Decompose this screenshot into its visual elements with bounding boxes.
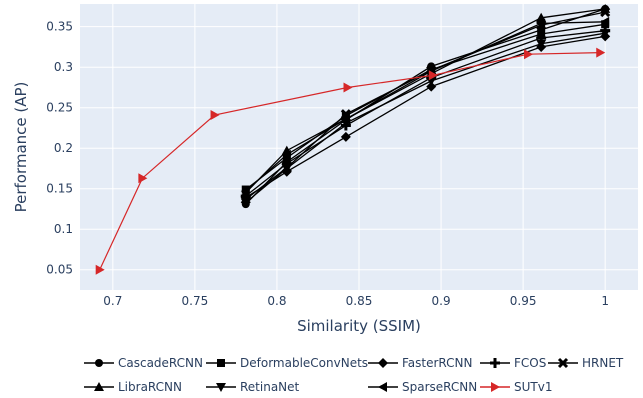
- y-tick-label: 0.3: [54, 60, 73, 74]
- series-line: [245, 8, 606, 194]
- legend-item-FCOS: FCOS: [480, 356, 546, 370]
- y-axis-title: Performance (AP): [12, 82, 30, 213]
- data-point: [240, 186, 250, 197]
- legend-label: SparseRCNN: [402, 380, 477, 394]
- legend-label: SUTv1: [514, 380, 552, 394]
- grid-lines: [80, 4, 638, 290]
- data-point: [428, 70, 438, 81]
- data-point: [240, 198, 251, 208]
- data-point: [596, 47, 606, 58]
- data-point: [426, 81, 437, 92]
- y-tick-label: 0.15: [46, 182, 73, 196]
- x-tick-label: 1: [601, 294, 609, 308]
- y-tick-label: 0.35: [46, 20, 73, 34]
- legend-label: DeformableConvNets: [240, 356, 368, 370]
- legend-marker: [378, 358, 388, 368]
- legend-marker: [217, 359, 225, 367]
- legend-marker: [557, 357, 569, 369]
- data-point: [600, 29, 611, 39]
- series-line: [245, 21, 606, 192]
- data-point: [281, 158, 292, 169]
- data-point: [95, 264, 105, 275]
- y-tick-label: 0.2: [54, 141, 73, 155]
- legend-marker: [94, 382, 104, 391]
- legend-marker: [378, 382, 387, 392]
- legend-label: FCOS: [514, 356, 546, 370]
- data-point: [343, 82, 353, 93]
- data-point: [524, 49, 534, 60]
- legend-item-CascadeRCNN: CascadeRCNN: [84, 356, 203, 370]
- x-axis-ticks: 0.7 0.75 0.8 0.85 0.9 0.95 1: [103, 294, 609, 308]
- legend-item-RetinaNet: RetinaNet: [206, 380, 300, 394]
- data-point: [536, 39, 547, 49]
- data-point: [536, 33, 547, 44]
- series-line: [245, 32, 606, 204]
- legend-item-SUTv1: SUTv1: [480, 380, 552, 394]
- series-line: [245, 35, 606, 199]
- legend-label: RetinaNet: [240, 380, 300, 394]
- legend-item-LibraRCNN: LibraRCNN: [84, 380, 182, 394]
- legend-marker: [216, 383, 226, 392]
- legend-label: FasterRCNN: [402, 356, 473, 370]
- legend: CascadeRCNN DeformableConvNets FasterRCNN F…: [84, 356, 624, 394]
- data-point: [281, 149, 291, 160]
- legend-marker: [95, 359, 103, 367]
- legend-label: LibraRCNN: [118, 380, 182, 394]
- legend-marker: [490, 358, 500, 368]
- data-point: [210, 109, 220, 120]
- legend-item-SparseRCNN: SparseRCNN: [368, 380, 477, 394]
- legend-item-FasterRCNN: FasterRCNN: [368, 356, 473, 370]
- data-point: [340, 131, 351, 142]
- legend-item-DeformableConvNets: DeformableConvNets: [206, 356, 368, 370]
- x-tick-label: 0.95: [510, 294, 537, 308]
- data-point: [281, 164, 292, 174]
- x-stroke: [557, 357, 569, 369]
- data-point: [426, 76, 437, 86]
- data-point: [282, 153, 291, 162]
- x-tick-label: 0.7: [103, 294, 122, 308]
- x-tick-label: 0.85: [346, 294, 373, 308]
- legend-label: HRNET: [582, 356, 624, 370]
- legend-marker: [491, 382, 500, 392]
- series-layer: [95, 3, 611, 275]
- x-axis-title: Similarity (SSIM): [297, 317, 421, 335]
- data-point: [138, 173, 148, 184]
- data-point: [600, 3, 611, 13]
- x-tick-label: 0.75: [182, 294, 209, 308]
- y-tick-label: 0.05: [46, 263, 73, 277]
- y-axis-ticks: 0.05 0.1 0.15 0.2 0.25 0.3 0.35: [46, 20, 73, 277]
- x-tick-label: 0.9: [432, 294, 451, 308]
- y-tick-label: 0.25: [46, 101, 73, 115]
- legend-item-HRNET: HRNET: [548, 356, 624, 370]
- series-SUTv1: [95, 47, 606, 275]
- data-point: [536, 18, 546, 29]
- legend-label: CascadeRCNN: [118, 356, 203, 370]
- x-tick-label: 0.8: [267, 294, 286, 308]
- data-point: [340, 114, 350, 125]
- y-tick-label: 0.1: [54, 222, 73, 236]
- data-point: [600, 16, 610, 27]
